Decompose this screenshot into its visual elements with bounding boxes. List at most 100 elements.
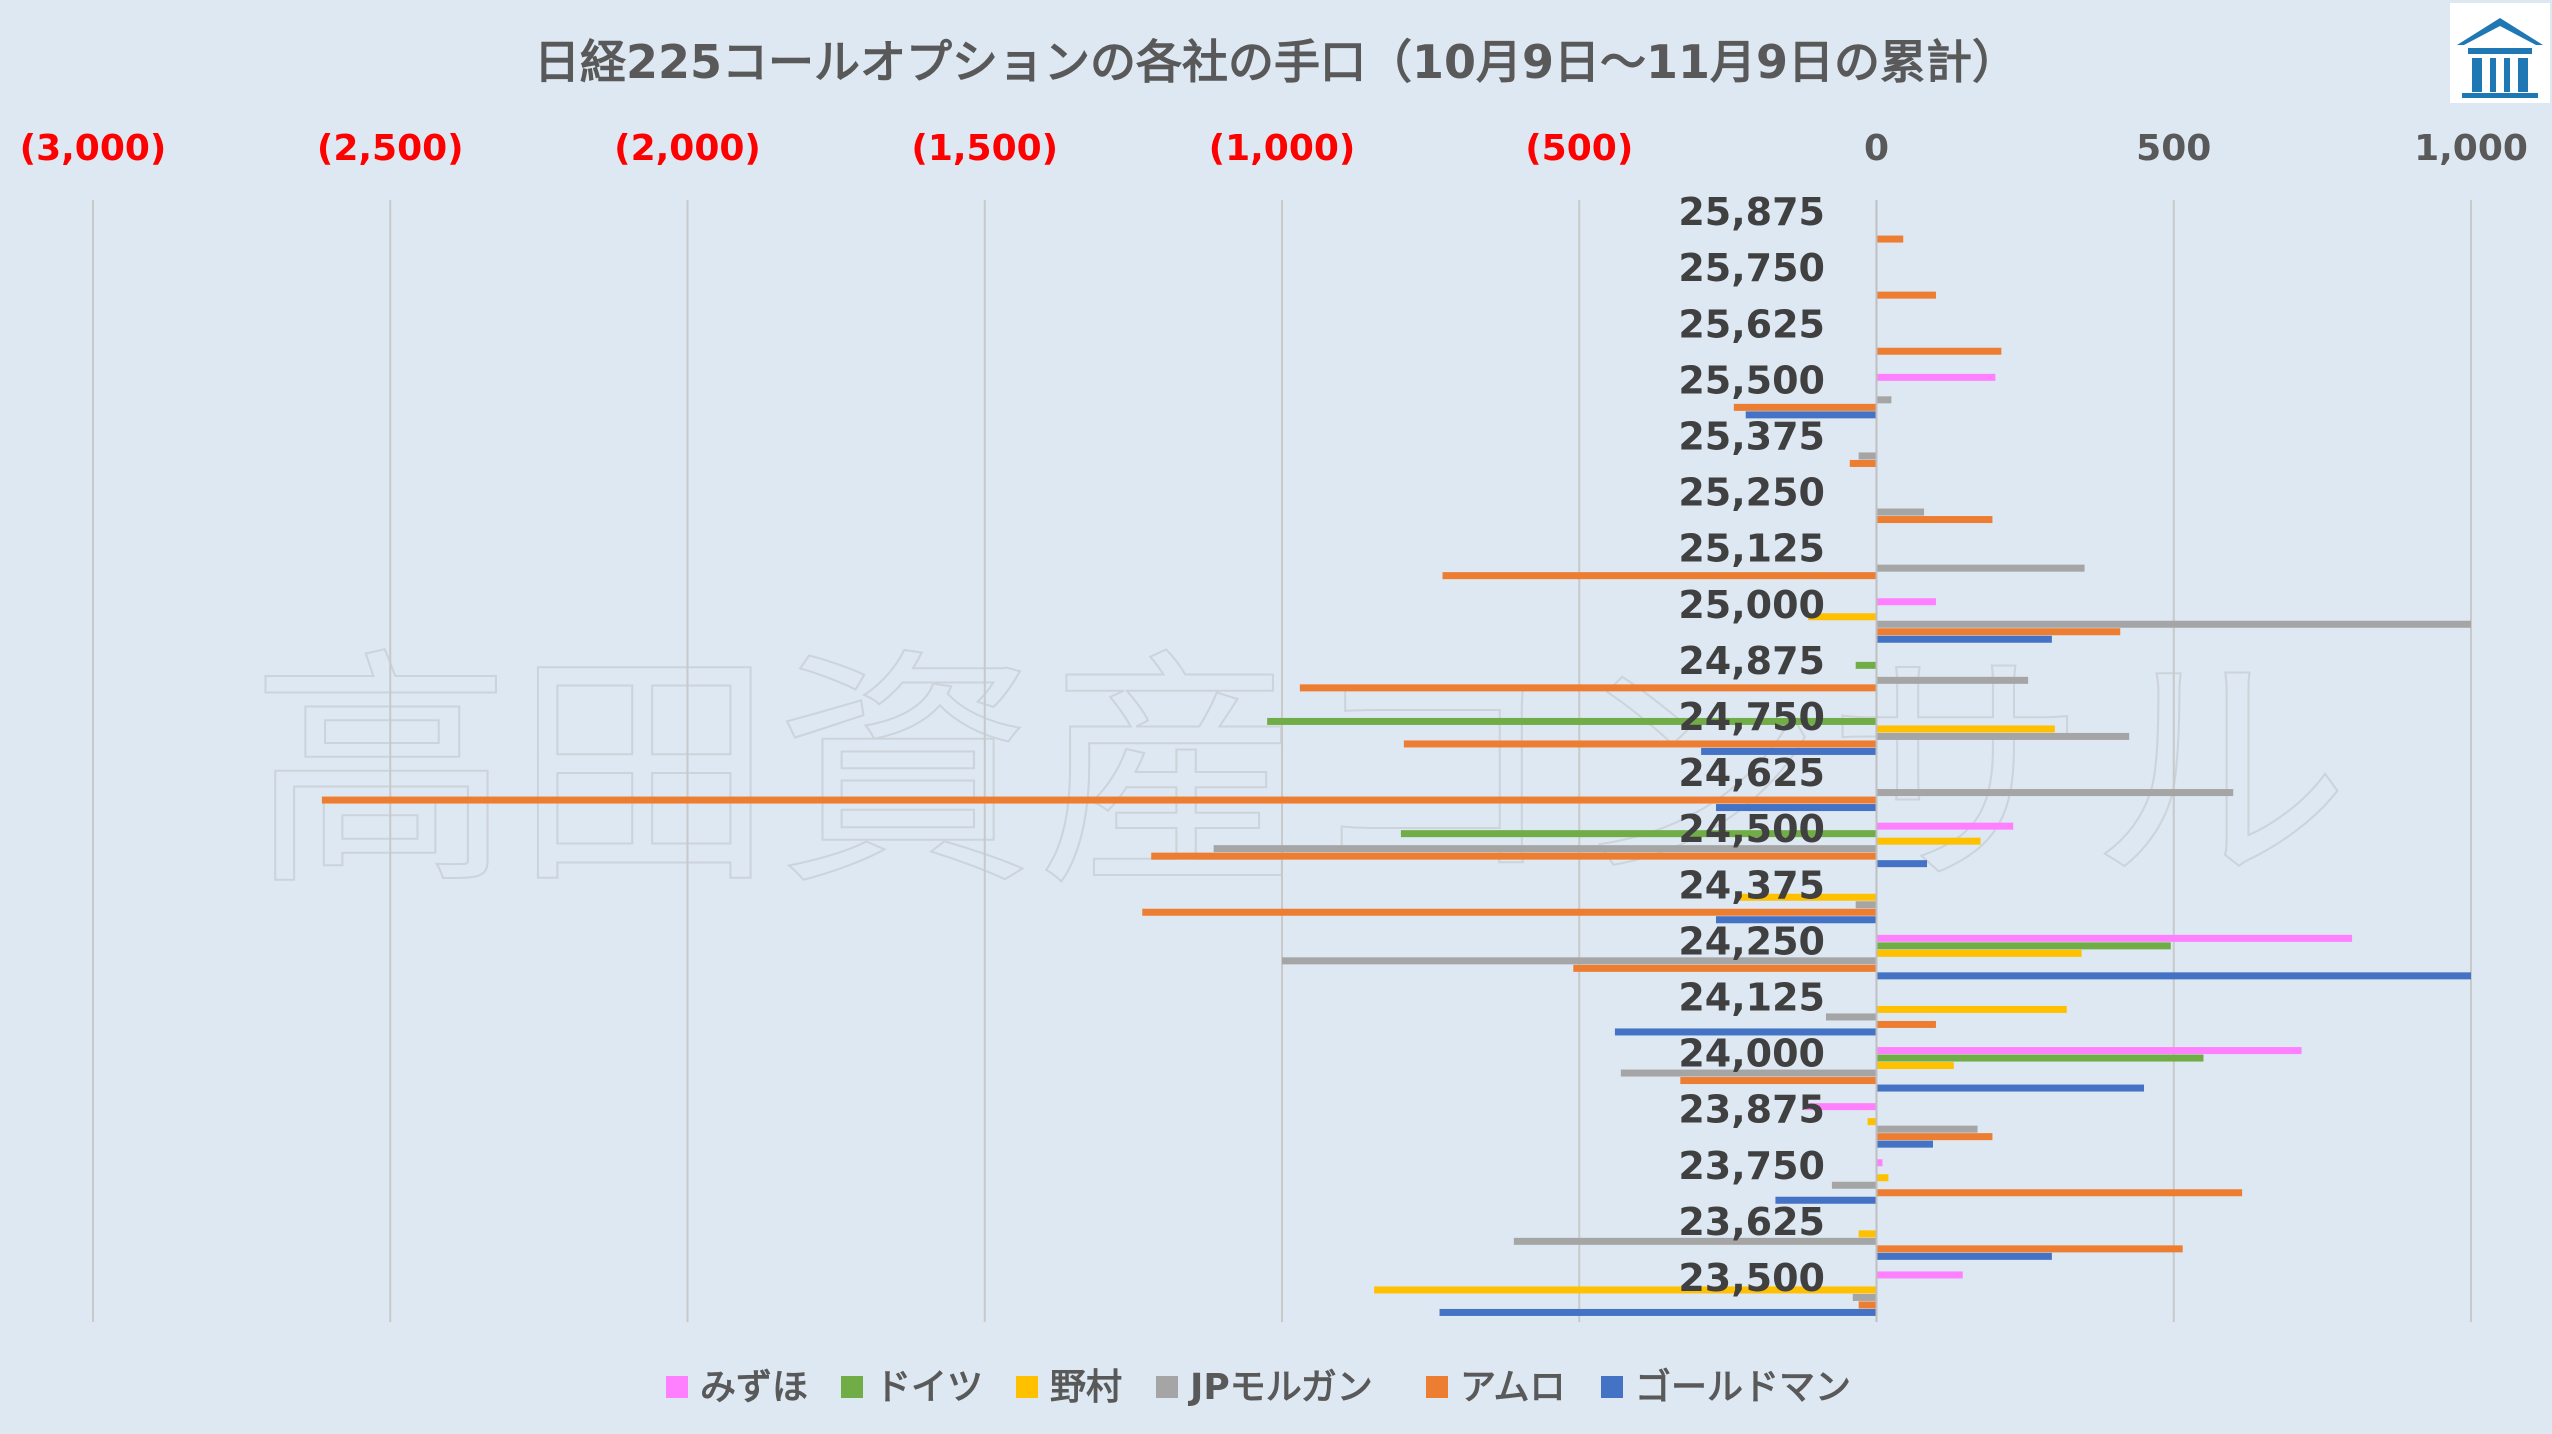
bar bbox=[1715, 804, 1877, 812]
bar bbox=[1775, 1196, 1877, 1204]
bar bbox=[1876, 628, 2121, 636]
bar bbox=[1858, 1230, 1877, 1238]
bar bbox=[1852, 1293, 1877, 1301]
bar bbox=[1876, 1062, 1954, 1070]
legend-swatch bbox=[841, 1376, 863, 1398]
bar bbox=[1213, 845, 1877, 853]
bar bbox=[1876, 789, 2234, 797]
category-label: 24,000 bbox=[1678, 1032, 1825, 1076]
grid-lines bbox=[92, 200, 2472, 1322]
category-label: 25,750 bbox=[1678, 246, 1825, 290]
bar bbox=[1876, 635, 2052, 643]
x-tick-label: (1,000) bbox=[1209, 128, 1356, 169]
bar bbox=[1876, 1133, 1993, 1141]
bar bbox=[1876, 1245, 2183, 1253]
bar bbox=[1876, 942, 2171, 950]
legend-swatch bbox=[666, 1376, 688, 1398]
category-label: 23,500 bbox=[1678, 1256, 1825, 1300]
bar bbox=[1403, 740, 1877, 748]
bar bbox=[1808, 613, 1877, 621]
chart-title: 日経225コールオプションの各社の手口（10月9日～11月9日の累計） bbox=[534, 35, 2018, 89]
legend-label: ドイツ bbox=[875, 1367, 983, 1408]
legend-label: 野村 bbox=[1050, 1367, 1122, 1408]
legend-label: アムロ bbox=[1460, 1367, 1565, 1408]
bar bbox=[1805, 1103, 1877, 1111]
bar bbox=[1513, 1237, 1877, 1245]
category-label: 24,375 bbox=[1678, 863, 1825, 907]
category-label: 23,750 bbox=[1678, 1144, 1825, 1188]
bar bbox=[1855, 901, 1877, 909]
bar bbox=[1876, 934, 2353, 942]
legend-label: JPモルガン bbox=[1187, 1367, 1373, 1408]
watermark: 高田資産コンサル bbox=[250, 628, 2350, 919]
bar bbox=[1876, 235, 1904, 243]
bar bbox=[1614, 1028, 1877, 1036]
bar bbox=[1876, 949, 2082, 957]
x-tick-label: (3,000) bbox=[20, 128, 167, 169]
bar bbox=[1876, 347, 2002, 355]
x-tick-label: (2,500) bbox=[317, 128, 464, 169]
bar bbox=[1299, 684, 1877, 692]
category-label: 25,875 bbox=[1678, 190, 1825, 234]
bar bbox=[1876, 676, 2029, 684]
bar bbox=[1400, 830, 1877, 838]
x-tick-label: (1,500) bbox=[911, 128, 1058, 169]
bar bbox=[1876, 1252, 2052, 1260]
bar bbox=[1739, 893, 1877, 901]
bar bbox=[1876, 508, 1925, 516]
category-labels: 25,875 25,750 25,625 25,500 25,375 25,250 25,1… bbox=[1678, 190, 1825, 1300]
bar bbox=[1855, 661, 1877, 669]
category-label: 25,000 bbox=[1678, 583, 1825, 627]
legend: みずほ ドイツ 野村 JPモルガン アムロ ゴールドマン bbox=[666, 1366, 1851, 1408]
bar bbox=[1876, 732, 2130, 740]
bar bbox=[1825, 1013, 1877, 1021]
bar bbox=[1876, 1125, 1978, 1133]
x-tick-labels: (3,000) (2,500) (2,000) (1,500) (1,000) (500)… bbox=[20, 128, 2528, 169]
bar bbox=[1876, 620, 2471, 628]
bar bbox=[1876, 1159, 1883, 1167]
category-label: 25,375 bbox=[1678, 414, 1825, 458]
category-label: 24,125 bbox=[1678, 975, 1825, 1019]
bar bbox=[1876, 725, 2055, 733]
category-label: 23,625 bbox=[1678, 1200, 1825, 1244]
bar bbox=[1849, 459, 1877, 467]
bar bbox=[1701, 747, 1877, 755]
legend-label: みずほ bbox=[700, 1367, 808, 1408]
x-tick-label: (500) bbox=[1525, 128, 1633, 169]
category-label: 25,500 bbox=[1678, 358, 1825, 402]
legend-swatch bbox=[1156, 1376, 1178, 1398]
category-label: 24,250 bbox=[1678, 919, 1825, 963]
bar bbox=[1876, 1054, 2204, 1062]
bar bbox=[1876, 598, 1936, 606]
bar bbox=[1142, 908, 1877, 916]
x-tick-label: (2,000) bbox=[614, 128, 761, 169]
legend-swatch bbox=[1016, 1376, 1038, 1398]
bar bbox=[1876, 1174, 1889, 1182]
bar bbox=[1876, 291, 1936, 299]
bar bbox=[1876, 860, 1928, 868]
category-label: 24,875 bbox=[1678, 639, 1825, 683]
category-label: 23,875 bbox=[1678, 1088, 1825, 1132]
bar bbox=[1876, 1189, 2243, 1197]
bar bbox=[1876, 1271, 1963, 1279]
category-label: 24,625 bbox=[1678, 751, 1825, 795]
bar bbox=[1282, 957, 1877, 965]
x-tick-label: 1,000 bbox=[2414, 128, 2528, 169]
bar bbox=[1374, 1286, 1877, 1294]
bar bbox=[1745, 411, 1877, 419]
category-label: 25,625 bbox=[1678, 302, 1825, 346]
bar bbox=[1876, 837, 1981, 845]
bar bbox=[1876, 373, 1996, 381]
legend-label: ゴールドマン bbox=[1635, 1366, 1851, 1408]
bar bbox=[1439, 1308, 1877, 1316]
bar bbox=[1876, 396, 1892, 404]
category-label: 24,500 bbox=[1678, 807, 1825, 851]
bar bbox=[1876, 516, 1993, 524]
bar bbox=[321, 796, 1877, 804]
bar bbox=[1151, 852, 1877, 860]
bar bbox=[1715, 916, 1877, 924]
bar bbox=[1858, 452, 1877, 460]
bar bbox=[1876, 972, 2471, 980]
bar bbox=[1876, 1047, 2302, 1055]
